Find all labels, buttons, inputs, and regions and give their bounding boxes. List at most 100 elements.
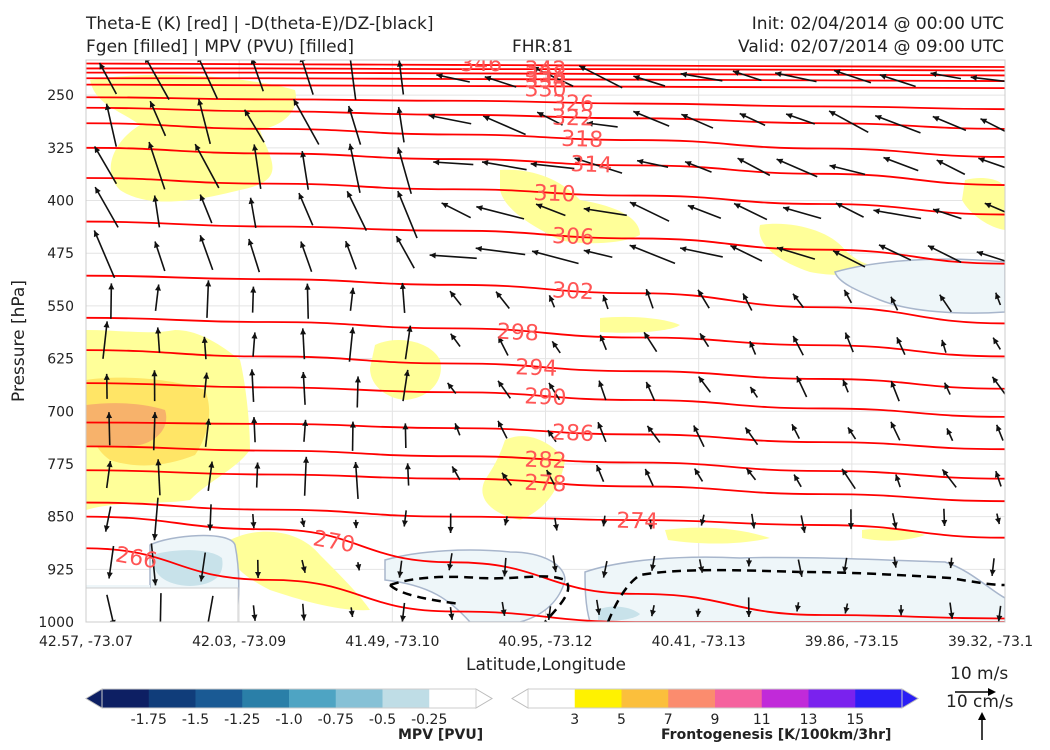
arrow-head-icon	[737, 158, 745, 164]
arrow-head-icon	[835, 203, 843, 209]
wind-vector	[194, 143, 220, 189]
colorbar-swatch	[528, 689, 576, 708]
arrow-head-icon	[842, 379, 849, 387]
theta-e-label: 346	[460, 52, 502, 77]
arrow-head-icon	[891, 522, 898, 529]
arrow-head-icon	[300, 614, 307, 621]
arrow-head-icon	[349, 421, 356, 428]
arrow-head-icon	[99, 62, 105, 70]
wind-vector	[976, 251, 1005, 262]
x-tick-label: 42.57, -73.07	[39, 634, 133, 650]
arrow-head-icon	[842, 468, 848, 476]
colorbar-extend-high	[901, 688, 919, 709]
arrow-head-icon	[397, 571, 404, 578]
y-tick-label: 700	[47, 404, 74, 420]
arrow-head-icon	[629, 202, 637, 208]
arrow-head-icon	[404, 463, 411, 470]
ref-horizontal-label: 10 m/s	[950, 664, 1009, 684]
arrow-head-icon	[304, 283, 311, 290]
colorbar-extend-low	[85, 688, 103, 709]
arrow-head-icon	[396, 147, 403, 154]
arrow-head-icon	[970, 74, 978, 81]
arrow-head-icon	[890, 296, 897, 304]
wind-vector	[429, 254, 477, 260]
theta-e-contour	[86, 382, 1005, 418]
wind-vector	[303, 456, 308, 496]
arrow-head-icon	[948, 561, 955, 569]
arrow-head-icon	[199, 235, 206, 242]
arrow-head-icon	[402, 423, 409, 430]
wind-vector	[105, 103, 118, 147]
colorbar-tick-label: -0.5	[369, 712, 396, 728]
arrow-head-icon	[250, 522, 257, 529]
arrow-head-icon	[941, 519, 948, 526]
wind-vector	[93, 146, 118, 185]
arrow-head-icon	[149, 101, 156, 108]
arrow-head-icon	[354, 376, 361, 383]
arrow-head-icon	[637, 158, 644, 165]
arrow-head-icon	[448, 613, 455, 620]
theta-e-contour	[86, 421, 1005, 451]
y-tick-label: 550	[47, 299, 74, 315]
theta-e-contour	[86, 469, 1005, 503]
arrow-head-icon	[694, 468, 701, 476]
arrow-head-icon	[645, 468, 651, 476]
arrow-head-icon	[501, 570, 508, 577]
mpv-colorbar: -1.75 -1.5 -1.25 -1.0 -0.75 -0.5 -0.25	[85, 688, 493, 728]
colorbar-tick-label: 11	[753, 712, 771, 728]
arrow-head-icon	[145, 60, 151, 64]
wind-vector	[395, 235, 415, 269]
y-tick-label: 1000	[38, 615, 74, 631]
arrow-head-icon	[746, 560, 753, 567]
theta-e-label: 278	[524, 471, 567, 498]
arrow-head-icon	[647, 523, 654, 530]
arrow-head-icon	[944, 382, 950, 390]
theta-e-label: 306	[552, 224, 595, 251]
wind-vector	[292, 98, 320, 145]
wind-vector	[774, 72, 817, 83]
arrow-head-icon	[109, 619, 116, 622]
arrow-head-icon	[303, 456, 310, 463]
arrow-head-icon	[498, 336, 504, 344]
arrow-head-icon	[251, 332, 258, 339]
arrow-head-icon	[249, 369, 256, 376]
wind-vector	[978, 157, 1005, 169]
mpv-area	[384, 549, 566, 622]
wind-vector	[197, 98, 212, 145]
arrow-head-icon	[347, 191, 353, 198]
arrow-head-icon	[205, 621, 207, 622]
arrow-head-icon	[250, 286, 257, 293]
arrow-head-icon	[583, 248, 591, 255]
wind-vector	[301, 150, 310, 190]
arrow-head-icon	[349, 287, 356, 295]
wind-vector	[198, 60, 219, 100]
theta-e-contour	[86, 220, 1005, 265]
arrow-head-icon	[842, 566, 849, 573]
arrow-head-icon	[847, 427, 854, 435]
theta-e-label: 282	[524, 448, 567, 474]
colorbar-swatch	[668, 689, 716, 708]
arrow-head-icon	[552, 341, 559, 348]
arrow-head-icon	[650, 609, 656, 617]
wind-vector	[829, 164, 866, 176]
arrow-head-icon	[602, 295, 609, 302]
arrow-head-icon	[501, 472, 508, 480]
arrow-head-icon	[436, 73, 443, 80]
arrow-head-icon	[843, 607, 850, 614]
arrow-head-icon	[546, 613, 553, 620]
arrow-head-icon	[687, 204, 695, 211]
init-time: Init: 02/04/2014 @ 00:00 UTC	[751, 14, 1004, 34]
arrow-head-icon	[698, 376, 705, 384]
theta-e-contours	[86, 62, 1005, 622]
wind-vector	[346, 190, 368, 231]
arrow-head-icon	[406, 325, 413, 332]
arrow-head-icon	[254, 571, 261, 578]
arrow-head-icon	[746, 468, 753, 475]
colorbar-swatch	[102, 689, 150, 708]
arrow-head-icon	[794, 474, 800, 482]
arrow-head-icon	[94, 146, 101, 154]
wind-vector	[776, 246, 816, 260]
arrow-head-icon	[875, 114, 882, 121]
wind-vector	[347, 105, 362, 145]
theta-e-contour	[86, 122, 1005, 158]
